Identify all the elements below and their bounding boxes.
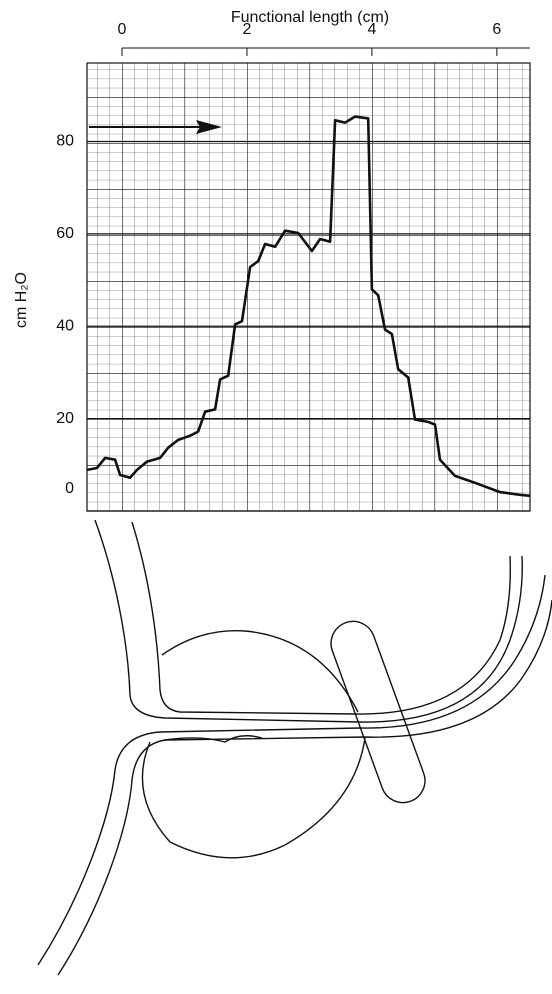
gland-lobe bbox=[141, 735, 366, 859]
capsule bbox=[330, 620, 426, 804]
arrow-head bbox=[196, 120, 222, 134]
tube-wall bbox=[57, 599, 552, 976]
y-tick-label: 60 bbox=[56, 225, 74, 242]
plot-area bbox=[86, 62, 531, 512]
pressure-line bbox=[86, 115, 531, 498]
x-axis-label: Functional length (cm) bbox=[231, 9, 389, 26]
x-tick-label: 2 bbox=[243, 21, 252, 38]
x-tick-label: 6 bbox=[492, 21, 501, 38]
y-axis-label: cm H₂O bbox=[13, 272, 30, 328]
anatomy-drawing bbox=[37, 519, 552, 976]
gland-lobe bbox=[161, 630, 359, 713]
tube-wall bbox=[131, 521, 511, 715]
y-tick-label: 20 bbox=[56, 410, 74, 427]
major-grid bbox=[87, 63, 530, 511]
tube-wall bbox=[94, 519, 523, 723]
y-tick-label: 40 bbox=[56, 317, 74, 334]
tube-wall bbox=[37, 574, 546, 966]
x-tick-label: 0 bbox=[118, 21, 127, 38]
y-tick-label: 80 bbox=[56, 133, 74, 150]
y-tick-label: 0 bbox=[65, 480, 74, 497]
x-tick-label: 4 bbox=[367, 21, 376, 38]
